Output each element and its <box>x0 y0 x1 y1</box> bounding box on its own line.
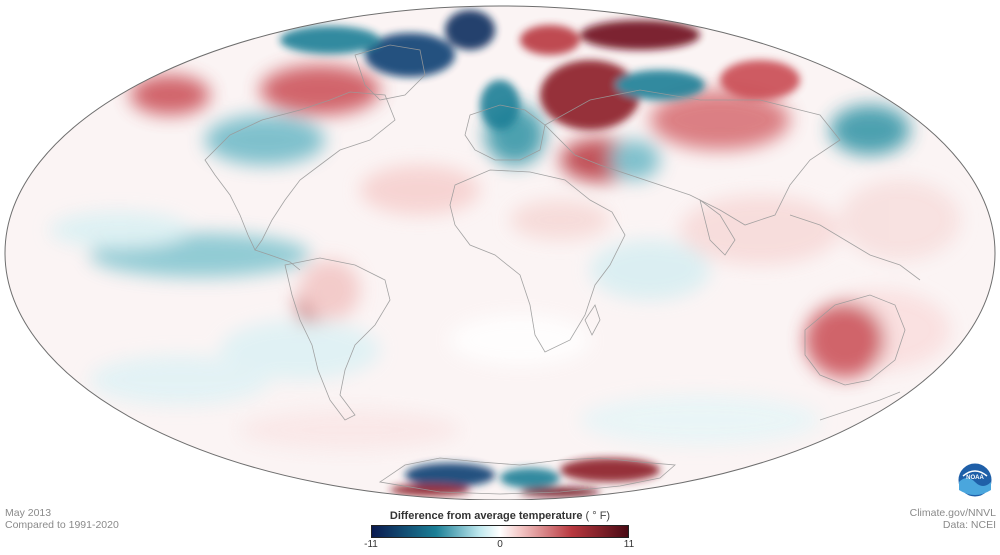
anomaly-field <box>5 6 995 500</box>
temperature-anomaly-map <box>4 5 996 501</box>
legend-tick-max: 11 <box>623 539 635 550</box>
legend-tick-zero: 0 <box>497 539 503 550</box>
map-caption: May 2013 Compared to 1991-2020 <box>5 507 119 531</box>
date-label: May 2013 <box>5 507 52 519</box>
country-borders <box>204 44 921 495</box>
legend-title: Difference from average temperature ( ° … <box>371 509 629 523</box>
credits: Climate.gov/NNVL Data: NCEI <box>910 507 996 531</box>
color-legend: Difference from average temperature ( ° … <box>364 509 634 550</box>
legend-tick-min: -11 <box>364 539 378 550</box>
world-map <box>4 5 996 501</box>
legend-color-bar <box>371 525 629 538</box>
legend-title-text: Difference from average temperature <box>389 510 583 522</box>
noaa-logo-icon: NOAA <box>957 462 993 498</box>
baseline-label: Compared to 1991-2020 <box>5 519 119 531</box>
legend-unit: ( ° F) <box>585 510 611 522</box>
legend-ticks: -11 0 11 <box>364 538 634 550</box>
noaa-logo-text: NOAA <box>966 475 984 481</box>
source-credit: Climate.gov/NNVL <box>909 507 996 519</box>
data-credit: Data: NCEI <box>942 519 996 531</box>
